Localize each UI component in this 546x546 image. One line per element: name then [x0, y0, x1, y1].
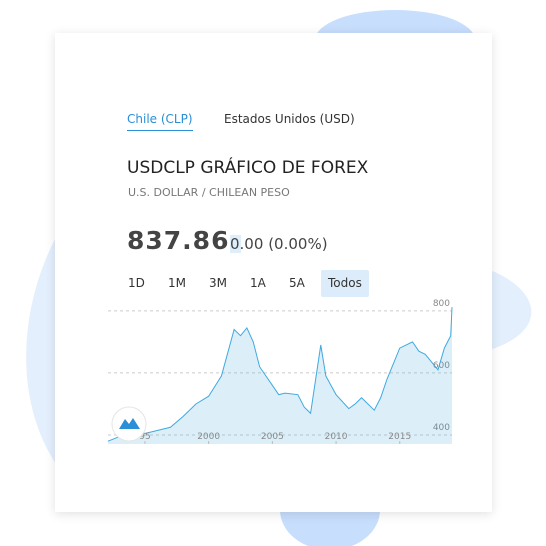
logo	[111, 406, 147, 442]
y-tick-label: 600	[433, 361, 450, 371]
range-button[interactable]: 1D	[128, 276, 145, 290]
range-button[interactable]: 1A	[250, 276, 266, 290]
change-value: 0.00	[230, 235, 264, 253]
subtitle: U.S. DOLLAR / CHILEAN PESO	[128, 186, 290, 199]
change: 0.00 (0.00%)	[230, 235, 328, 253]
y-tick-label: 400	[433, 423, 450, 433]
x-tick-label: 2005	[261, 432, 284, 442]
x-tick-label: 95	[139, 432, 150, 442]
range-button[interactable]: 3M	[209, 276, 227, 290]
range-button[interactable]: 1M	[168, 276, 186, 290]
symbol-title: USDCLP GRÁFICO DE FOREX	[127, 158, 369, 178]
x-tick-label: 2000	[197, 432, 220, 442]
y-tick-label: 800	[433, 299, 450, 309]
tab[interactable]: Chile (CLP)	[127, 112, 193, 131]
range-button[interactable]: 5A	[289, 276, 305, 290]
area	[108, 307, 452, 444]
tab[interactable]: Estados Unidos (USD)	[224, 112, 355, 126]
range-button[interactable]: Todos	[321, 270, 369, 297]
blob	[490, 270, 532, 350]
price: 837.86	[127, 226, 230, 255]
x-tick-label: 2015	[388, 432, 411, 442]
x-tick-label: 2010	[325, 432, 348, 442]
line	[107, 307, 453, 442]
change-pct: (0.00%)	[268, 235, 328, 253]
blob	[26, 230, 60, 470]
